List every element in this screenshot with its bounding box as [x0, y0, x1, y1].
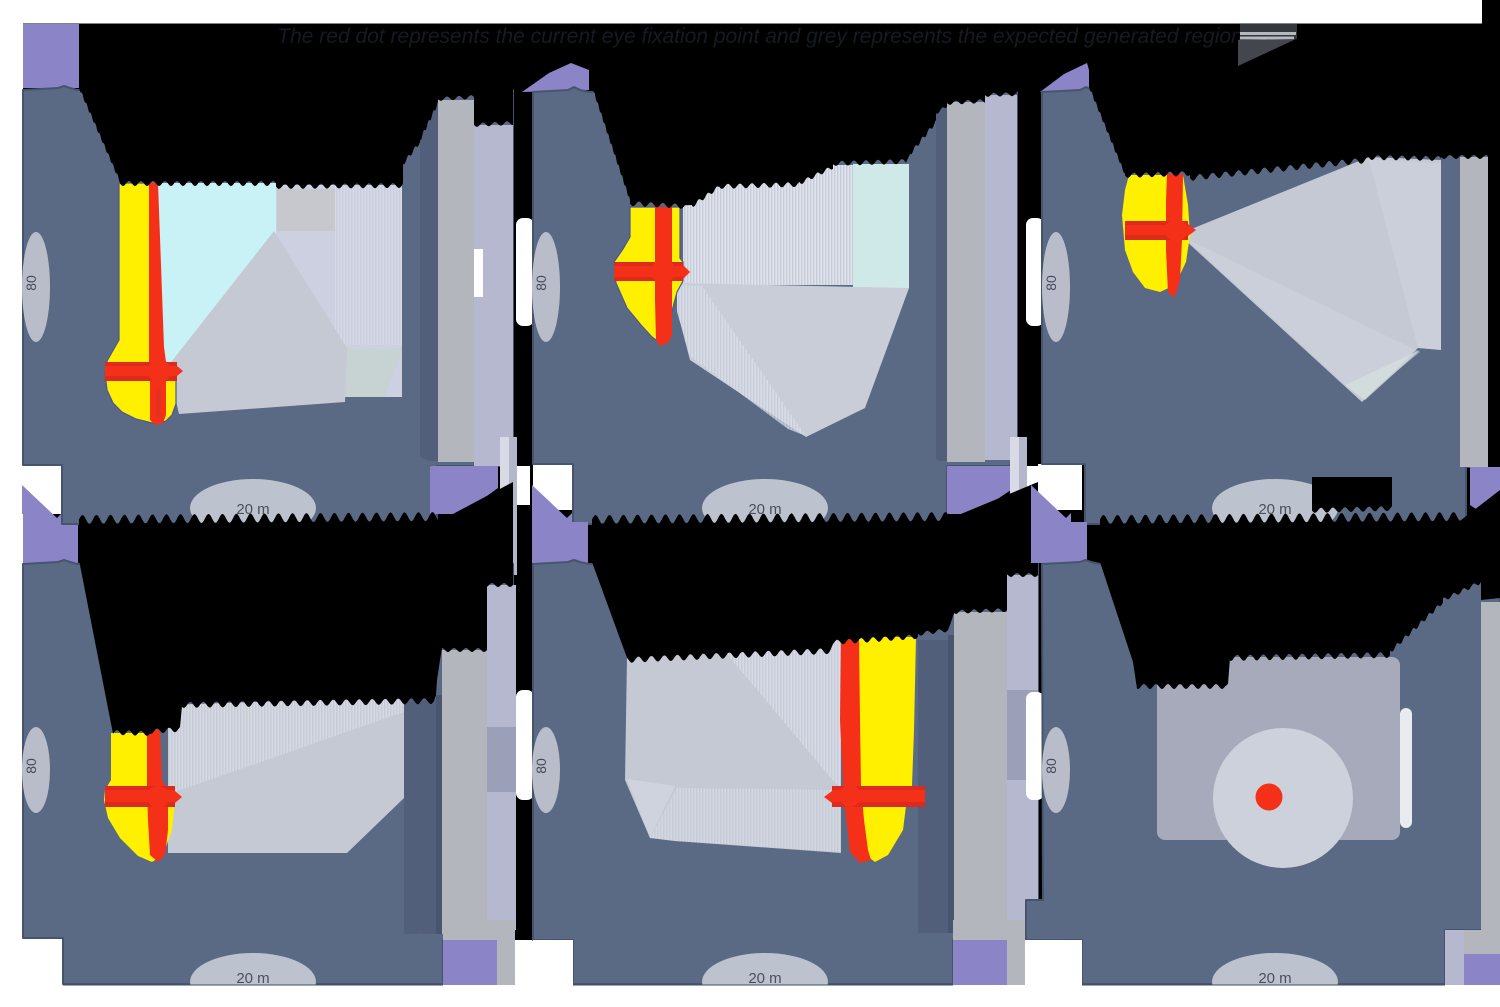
svg-text:20 m: 20 m — [236, 970, 269, 987]
svg-text:20 m: 20 m — [748, 970, 781, 987]
svg-text:20 m: 20 m — [236, 501, 269, 518]
svg-text:20 m: 20 m — [1258, 501, 1291, 518]
svg-text:80: 80 — [23, 275, 39, 291]
svg-text:20 m: 20 m — [1258, 970, 1291, 987]
svg-text:80: 80 — [533, 275, 549, 291]
svg-text:80: 80 — [23, 758, 39, 774]
svg-text:80: 80 — [1043, 758, 1059, 774]
svg-text:80: 80 — [533, 758, 549, 774]
svg-text:80: 80 — [1043, 275, 1059, 291]
svg-text:The red dot represents the cur: The red dot represents the current eye f… — [277, 25, 1242, 48]
svg-text:20 m: 20 m — [748, 501, 781, 518]
